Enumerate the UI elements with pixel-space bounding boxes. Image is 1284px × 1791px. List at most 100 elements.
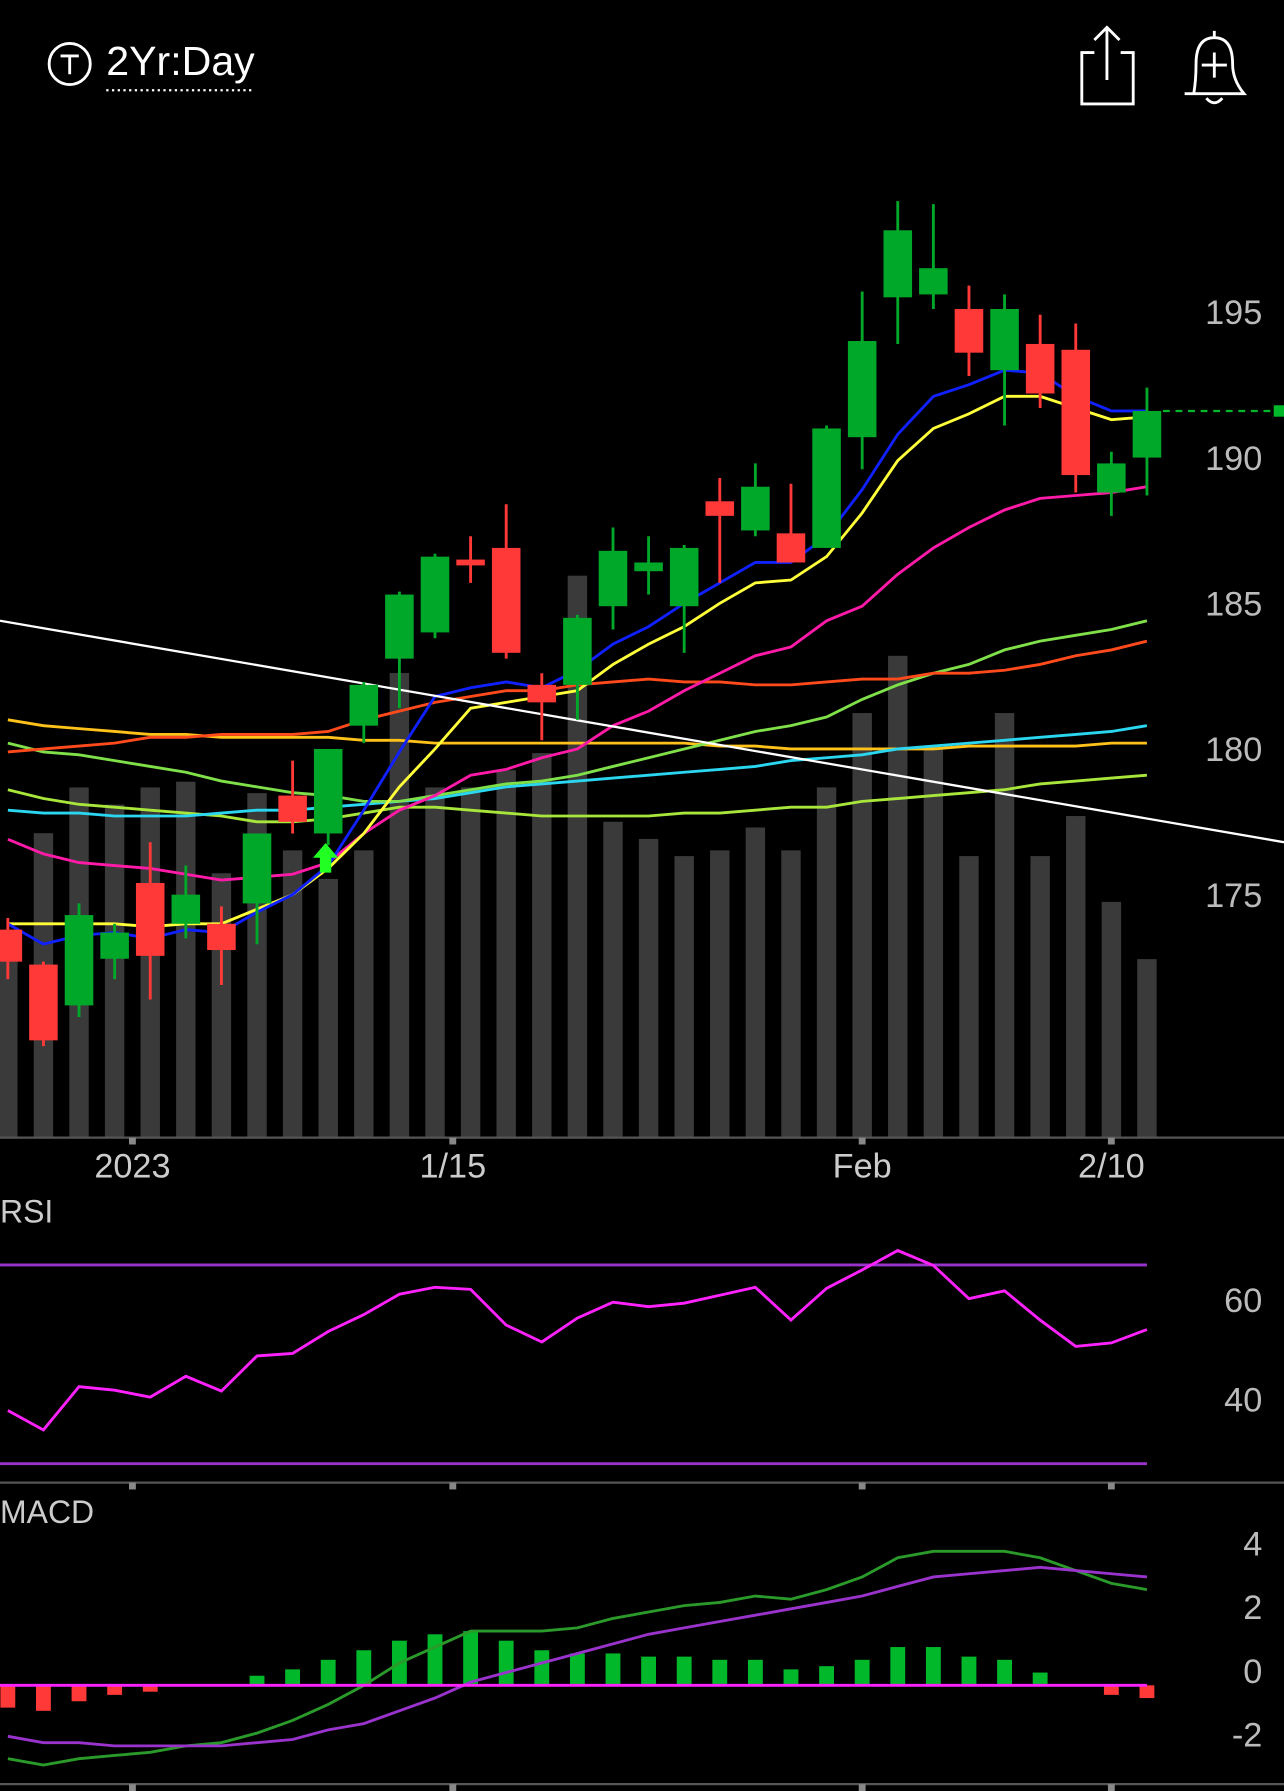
volume-bar [1137, 959, 1157, 1137]
macd-histogram-bar [819, 1666, 834, 1686]
candle-body [990, 308, 1019, 371]
y-tick-label: 190 [1205, 440, 1262, 478]
candle-body [669, 547, 699, 607]
macd-histogram-bar [641, 1656, 657, 1686]
macd-histogram-bar [997, 1659, 1012, 1686]
macd-histogram-bar [961, 1656, 977, 1686]
alert-button[interactable] [1184, 30, 1248, 105]
macd-histogram-bar [1139, 1685, 1155, 1699]
macd-histogram-bar [783, 1669, 799, 1686]
macd-histogram-bar [107, 1685, 123, 1695]
rsi-line [7, 1248, 1148, 1432]
volume-bar [460, 787, 481, 1137]
share-icon-arrow [1093, 25, 1121, 80]
volume-bar [781, 850, 801, 1137]
candle-body [135, 883, 165, 956]
x-tick-label: 1/15 [419, 1148, 486, 1186]
macd-histogram-bar [498, 1640, 514, 1686]
macd-histogram-bar [534, 1650, 550, 1686]
macd-histogram-bar [890, 1647, 906, 1686]
candle-body [0, 929, 23, 962]
signal-line [7, 1565, 1148, 1748]
trendline [0, 619, 1284, 844]
candle-body [171, 894, 201, 924]
volume-bar [496, 770, 516, 1137]
macd-histogram-bar [925, 1647, 941, 1686]
macd-histogram-bar [1103, 1685, 1119, 1695]
macd-histogram-bar [427, 1634, 443, 1686]
moving-average-line [7, 485, 1148, 882]
candle-body [349, 684, 379, 726]
candle-body [64, 915, 94, 1006]
period-label[interactable]: 2Yr:Day [106, 38, 255, 84]
volume-bar [1066, 816, 1086, 1137]
candle-body [1061, 349, 1091, 476]
macd-histogram-bar [747, 1659, 763, 1686]
candle-body [527, 684, 557, 703]
candle-body [563, 617, 592, 685]
volume-bar [389, 672, 410, 1137]
moving-average-line [7, 724, 1148, 818]
candle-body [207, 923, 236, 951]
macd-histogram-bar [320, 1659, 336, 1686]
bell-icon [1184, 30, 1248, 105]
macd-histogram-bar [712, 1659, 728, 1686]
candle-body [776, 533, 806, 563]
volume-bar [994, 713, 1015, 1137]
macd-histogram-bar [605, 1653, 621, 1686]
macd-histogram-bar [142, 1685, 158, 1692]
macd-histogram-bar [569, 1653, 585, 1686]
volume-bar [923, 747, 944, 1137]
x-tick-label: 2023 [94, 1148, 170, 1186]
volume-bar [282, 850, 303, 1137]
volume-bar [603, 821, 623, 1137]
macd-histogram-bar [356, 1650, 372, 1686]
volume-bar [745, 827, 766, 1137]
candle-body [705, 501, 735, 516]
y-tick-label: -2 [1232, 1717, 1262, 1755]
candle-body [634, 562, 663, 572]
volume-bar [1030, 856, 1050, 1137]
candle-body [847, 341, 877, 438]
volume-bar [0, 947, 18, 1137]
candle-body [954, 308, 984, 353]
candle-body [919, 268, 948, 295]
candle-body [491, 547, 521, 653]
share-icon-box [1080, 51, 1135, 106]
macd-histogram-bar [1032, 1672, 1048, 1686]
y-tick-label: 2 [1243, 1589, 1262, 1627]
volume-bar [710, 850, 730, 1137]
candle-body [420, 556, 450, 633]
volume-bar [638, 838, 659, 1137]
volume-bar [852, 713, 872, 1137]
volume-bar [888, 655, 908, 1137]
candle-body [385, 594, 414, 659]
candle-body [313, 748, 343, 834]
y-tick-label: 60 [1224, 1282, 1262, 1320]
share-button[interactable] [1080, 25, 1135, 106]
candle-body [456, 559, 485, 566]
macd-histogram-bar [249, 1675, 265, 1686]
volume-bar [354, 850, 374, 1137]
y-tick-label: 40 [1224, 1382, 1262, 1420]
macd-histogram-bar [71, 1685, 87, 1702]
volume-bar [816, 787, 837, 1137]
bell-plus [1201, 52, 1227, 78]
period-selector[interactable]: 2Yr:Day [47, 38, 255, 92]
macd-histogram-bar [36, 1685, 51, 1711]
candle-body [100, 932, 129, 959]
candle-body [598, 550, 628, 607]
buy-signal [313, 842, 339, 873]
macd-histogram-bar [854, 1659, 870, 1686]
candle-body [1097, 463, 1126, 493]
macd-histogram-bar [463, 1631, 479, 1686]
y-tick-label: 195 [1205, 294, 1262, 332]
y-tick-label: 185 [1205, 585, 1262, 623]
macd-histogram-bar [676, 1656, 692, 1686]
candle-body [883, 230, 913, 298]
candle-body [278, 795, 307, 822]
y-tick-label: 0 [1243, 1653, 1262, 1691]
macd-histogram-bar [285, 1669, 301, 1686]
